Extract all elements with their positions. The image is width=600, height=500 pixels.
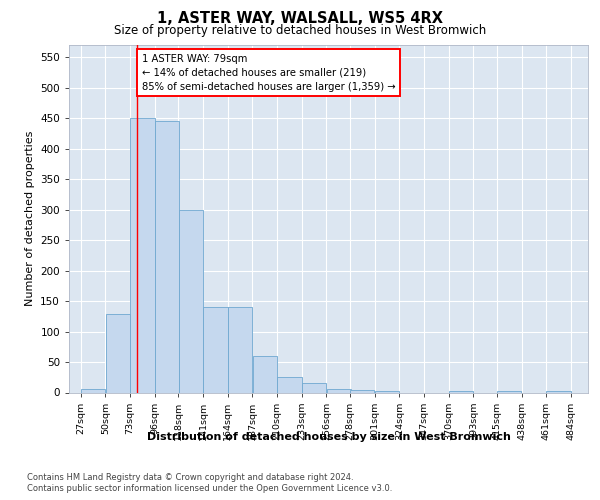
Bar	[179, 210, 203, 392]
Bar	[203, 307, 227, 392]
Text: Distribution of detached houses by size in West Bromwich: Distribution of detached houses by size …	[147, 432, 511, 442]
Text: Contains HM Land Registry data © Crown copyright and database right 2024.: Contains HM Land Registry data © Crown c…	[27, 472, 353, 482]
Bar	[326, 390, 351, 392]
Bar	[130, 118, 155, 392]
Text: Size of property relative to detached houses in West Bromwich: Size of property relative to detached ho…	[114, 24, 486, 37]
Text: 1 ASTER WAY: 79sqm
← 14% of detached houses are smaller (219)
85% of semi-detach: 1 ASTER WAY: 79sqm ← 14% of detached hou…	[142, 54, 395, 92]
Text: 1, ASTER WAY, WALSALL, WS5 4RX: 1, ASTER WAY, WALSALL, WS5 4RX	[157, 11, 443, 26]
Bar	[277, 378, 302, 392]
Bar	[302, 384, 326, 392]
Text: Contains public sector information licensed under the Open Government Licence v3: Contains public sector information licen…	[27, 484, 392, 493]
Bar	[106, 314, 130, 392]
Bar	[350, 390, 374, 392]
Bar	[253, 356, 277, 393]
Y-axis label: Number of detached properties: Number of detached properties	[25, 131, 35, 306]
Bar	[228, 307, 252, 392]
Bar	[81, 390, 105, 392]
Bar	[155, 121, 179, 392]
